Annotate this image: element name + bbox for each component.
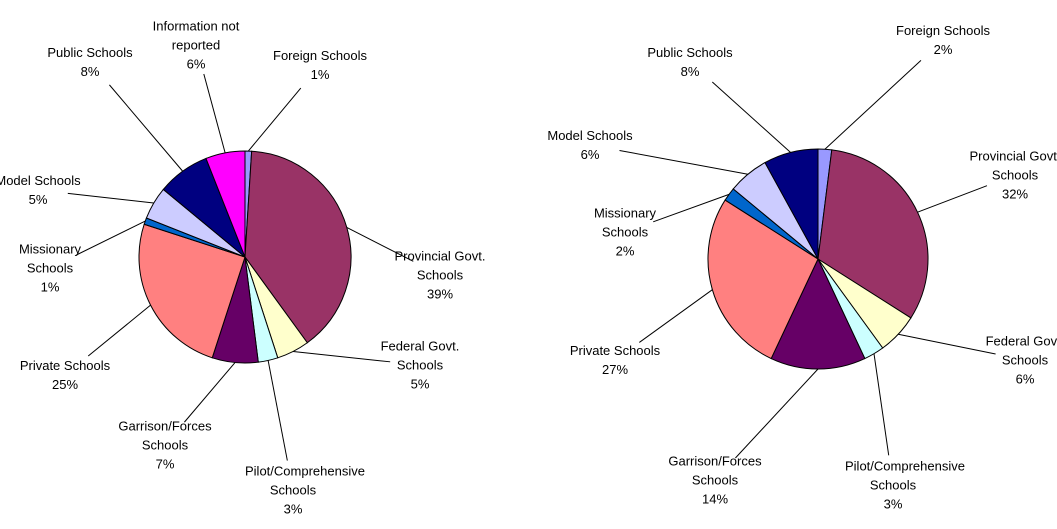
leader-line — [917, 185, 988, 213]
category-label: Provincial Govt. Schools — [969, 148, 1057, 183]
slice-label: Foreign Schools 2% — [895, 21, 991, 59]
slice-label: Garrison/Forces Schools 14% — [667, 452, 763, 509]
value-label: 32% — [1001, 186, 1029, 202]
value-label: 8% — [680, 64, 700, 79]
leader-line — [109, 84, 184, 172]
leader-line — [873, 353, 890, 456]
value-label: 6% — [186, 56, 206, 72]
leader-line — [619, 149, 748, 175]
slice-label: Missionary Schools 2% — [577, 204, 673, 261]
leader-line — [67, 192, 154, 204]
category-label: Pilot/Comprehensive Schools — [845, 458, 965, 493]
category-label: Model Schools — [547, 128, 633, 143]
leader-line — [639, 289, 713, 343]
slice-label: Information not reported 6% — [148, 17, 244, 74]
value-label: 27% — [601, 362, 629, 377]
value-label: 5% — [410, 376, 430, 392]
value-label: 39% — [426, 286, 454, 302]
slice-label: Garrison/Forces Schools 7% — [117, 417, 213, 474]
category-label: Provincial Govt. Schools — [394, 248, 486, 283]
slice-label: Public Schools 8% — [642, 43, 738, 81]
value-label: 8% — [80, 64, 100, 79]
category-label: Public Schools — [47, 45, 133, 60]
category-label: Private Schools — [19, 358, 111, 373]
leader-line — [824, 60, 922, 150]
slice-label: Public Schools 8% — [42, 43, 138, 81]
leader-line — [203, 73, 226, 154]
category-label: Missionary Schools — [593, 205, 657, 240]
leader-line — [711, 81, 791, 153]
value-label: 2% — [615, 243, 635, 259]
category-label: Public Schools — [647, 45, 733, 60]
slice-label: Federal Govt. Schools 5% — [372, 337, 468, 394]
category-label: Garrison/Forces Schools — [118, 418, 212, 453]
leader-line — [247, 87, 302, 152]
category-label: Model Schools — [0, 173, 81, 188]
pie-slice — [764, 148, 819, 260]
category-label: Private Schools — [569, 343, 661, 358]
category-label: Foreign Schools — [896, 23, 990, 38]
leader-line — [653, 193, 730, 223]
leader-line — [184, 362, 236, 423]
value-label: 7% — [155, 456, 175, 472]
category-label: Missionary Schools — [18, 241, 82, 276]
category-label: Pilot/Comprehensive Schools — [245, 463, 365, 498]
category-label: Federal Govt. Schools — [380, 338, 460, 373]
slice-label: Private Schools 27% — [567, 341, 663, 379]
value-label: 5% — [28, 192, 48, 207]
value-label: 25% — [51, 377, 79, 392]
value-label: 6% — [580, 147, 600, 162]
value-label: 1% — [310, 67, 330, 82]
category-label: Foreign Schools — [273, 48, 367, 63]
slice-label: Foreign Schools 1% — [272, 46, 368, 84]
slice-label: Provincial Govt. Schools 39% — [392, 247, 488, 304]
slice-label: Pilot/Comprehensive Schools 3% — [245, 462, 365, 519]
pie-slice — [205, 150, 246, 258]
leader-line — [76, 220, 146, 256]
slice-label: Provincial Govt. Schools 32% — [967, 147, 1057, 204]
leader-line — [735, 368, 819, 459]
leader-line — [293, 350, 391, 363]
leader-line — [267, 360, 288, 461]
slice-label: Model Schools 5% — [0, 171, 86, 209]
slice-label: Model Schools 6% — [542, 126, 638, 164]
leader-line — [898, 333, 996, 355]
category-label: Federal Govt. Schools — [985, 333, 1057, 368]
value-label: 2% — [933, 42, 953, 57]
value-label: 3% — [283, 501, 303, 517]
leader-line — [346, 226, 414, 262]
slice-label: Pilot/Comprehensive Schools 3% — [845, 457, 965, 514]
slice-label: Federal Govt. Schools 6% — [977, 332, 1057, 389]
value-label: 14% — [701, 491, 729, 507]
value-label: 6% — [1015, 371, 1035, 387]
pie-slice — [244, 150, 352, 344]
value-label: 1% — [40, 279, 60, 295]
slice-label: Missionary Schools 1% — [2, 240, 98, 297]
value-label: 3% — [883, 496, 903, 512]
leader-line — [87, 304, 151, 357]
category-label: Information not reported — [152, 18, 240, 53]
category-label: Garrison/Forces Schools — [668, 453, 762, 488]
slice-label: Private Schools 25% — [17, 356, 113, 394]
